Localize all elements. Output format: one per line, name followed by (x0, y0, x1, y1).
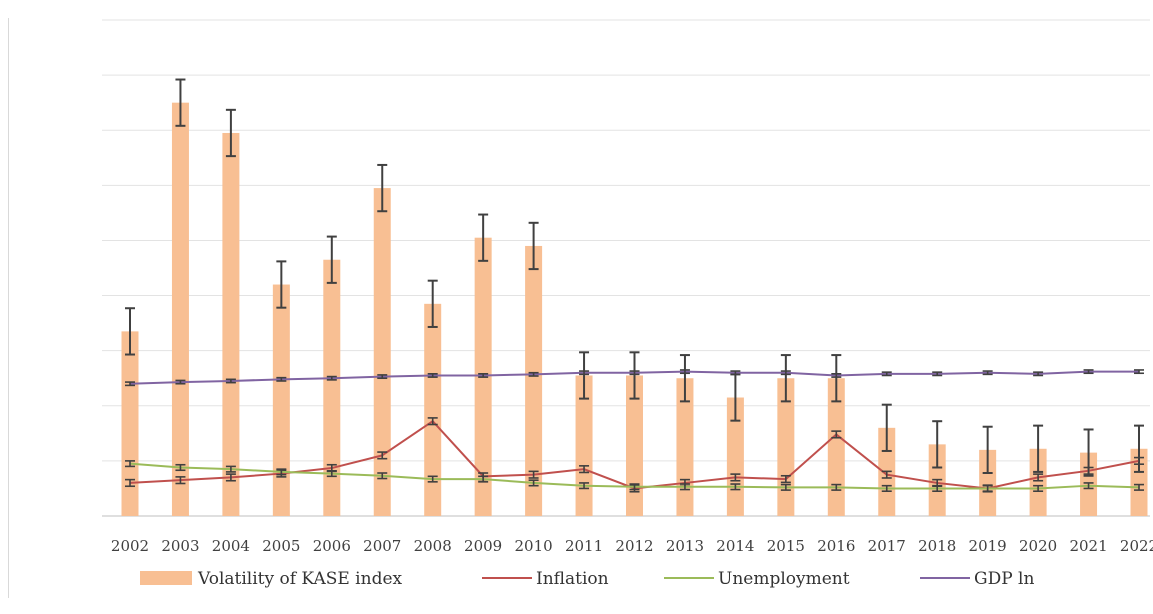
x-axis: 2002 2003 2004 2005 2006 2007 2008 2009 2010 2011… (111, 537, 1153, 555)
x-tick-label-2010: 2010 (515, 537, 553, 555)
bar-2022 (1130, 448, 1148, 516)
x-tick-label-2006: 2006 (313, 537, 351, 555)
bar-2010 (525, 245, 543, 516)
x-tick-label-2007: 2007 (363, 537, 401, 555)
x-tick-label-2009: 2009 (464, 537, 502, 555)
x-tick-label-2020: 2020 (1019, 537, 1057, 555)
bar-2004 (222, 132, 240, 516)
x-tick-label-2003: 2003 (161, 537, 199, 555)
legend-swatch-volatility-of-kase-index (140, 571, 192, 585)
x-tick-label-2004: 2004 (212, 537, 250, 555)
line-series (125, 369, 1144, 493)
bar-2007 (373, 188, 391, 517)
bar-2008 (424, 303, 442, 516)
legend-label-inflation: Inflation (536, 569, 609, 589)
bar-2019 (979, 449, 997, 516)
bar-2015 (777, 378, 795, 516)
legend: Volatility of KASE index Inflation Unemplo… (140, 569, 1034, 589)
x-tick-label-2017: 2017 (868, 537, 906, 555)
x-tick-label-2011: 2011 (565, 537, 603, 555)
x-tick-label-2005: 2005 (262, 537, 300, 555)
x-tick-label-2014: 2014 (716, 537, 754, 555)
x-tick-label-2012: 2012 (615, 537, 653, 555)
x-tick-label-2008: 2008 (414, 537, 452, 555)
left-border-rule (8, 18, 9, 598)
legend-label-volatility-of-kase-index: Volatility of KASE index (197, 569, 403, 589)
bar-2016 (827, 378, 845, 516)
legend-label-gdp-ln: GDP ln (974, 569, 1034, 589)
bar-2020 (1029, 448, 1047, 516)
legend-label-unemployment: Unemployment (718, 569, 850, 589)
bar-2005 (272, 284, 290, 516)
x-tick-label-2021: 2021 (1069, 537, 1107, 555)
bar-2011 (575, 375, 593, 516)
x-tick-label-2019: 2019 (969, 537, 1007, 555)
bar-2012 (626, 375, 643, 516)
x-tick-label-2013: 2013 (666, 537, 704, 555)
bar-2006 (323, 259, 341, 516)
x-tick-label-2016: 2016 (817, 537, 855, 555)
x-tick-label-2018: 2018 (918, 537, 956, 555)
bar-2002 (121, 331, 139, 516)
x-tick-label-2015: 2015 (767, 537, 805, 555)
bar-series (121, 78, 1148, 517)
x-tick-label-2002: 2002 (111, 537, 149, 555)
bar-2003 (171, 102, 189, 517)
x-tick-label-2022: 2022 (1120, 537, 1153, 555)
